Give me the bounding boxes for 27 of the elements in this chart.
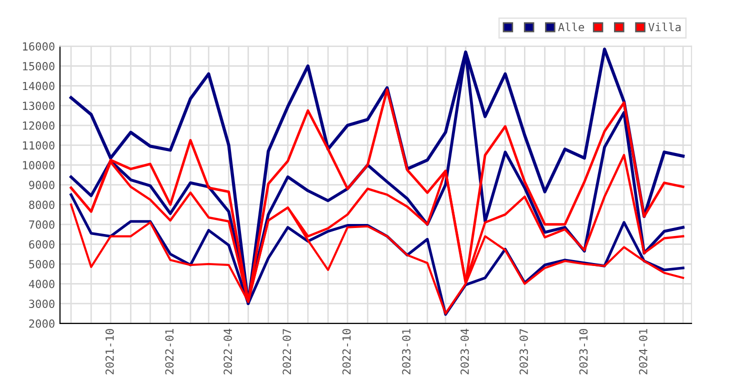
y-tick-label: 10000 <box>23 161 54 170</box>
legend-label: Villa <box>648 22 681 32</box>
x-tick-label: 2022-10 <box>342 328 351 374</box>
legend-label: Alle <box>558 22 584 32</box>
y-tick-label: 12000 <box>23 121 54 130</box>
y-tick-label: 5000 <box>29 260 54 268</box>
x-tick-label: 2021-10 <box>105 328 114 374</box>
x-tick-label: 2022-04 <box>224 328 232 374</box>
y-tick-label: 15000 <box>23 62 54 70</box>
y-tick-label: 4000 <box>28 280 54 288</box>
y-tick-label: 14000 <box>23 82 54 90</box>
x-tick-label: 2023-04 <box>460 328 469 374</box>
x-tick-label: 2022-01 <box>165 329 174 374</box>
x-tick-label: 2022-07 <box>282 329 292 374</box>
x-tick-label: 2023-01 <box>402 329 410 374</box>
y-tick-label: 3000 <box>29 300 54 308</box>
y-tick-label: 8000 <box>29 200 54 210</box>
y-tick-label: 7000 <box>29 220 54 229</box>
y-tick-label: 6000 <box>29 240 54 249</box>
y-tick-label: 9000 <box>29 180 54 190</box>
x-tick-label: 2023-07 <box>520 329 528 374</box>
y-tick-label: 11000 <box>23 141 54 150</box>
y-tick-label: 2000 <box>29 319 54 328</box>
y-tick-label: 13000 <box>23 102 54 110</box>
x-tick-label: 2024-01 <box>638 329 648 374</box>
x-tick-label: 2023-10 <box>579 328 588 374</box>
y-tick-label: 16000 <box>23 42 54 51</box>
